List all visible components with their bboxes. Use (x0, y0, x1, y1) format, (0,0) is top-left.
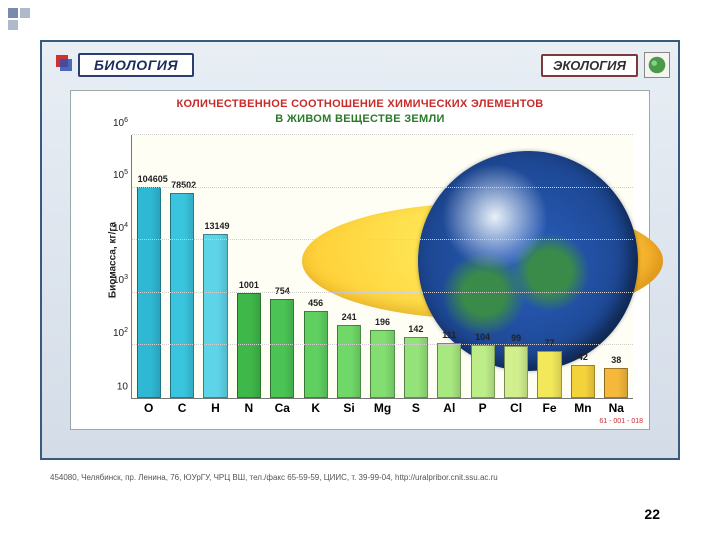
y-tick: 10 (117, 382, 132, 393)
bar-P: 104 (471, 345, 495, 398)
bar-Cl: 99 (504, 346, 528, 398)
y-tick: 102 (113, 327, 132, 339)
bar-value-label: 111 (438, 330, 460, 340)
slide-frame: БИОЛОГИЯ ЭКОЛОГИЯ КОЛИЧЕСТВЕННОЕ СООТНОШ… (40, 40, 680, 460)
bar-value-label: 77 (538, 338, 560, 348)
x-tick: Mg (374, 398, 391, 415)
page-number: 22 (644, 506, 660, 522)
footer-citation: 454080, Челябинск, пр. Ленина, 76, ЮУрГУ… (50, 473, 498, 482)
bar-value-label: 42 (572, 352, 594, 362)
bar-value-label: 456 (305, 298, 327, 308)
grid-line (132, 239, 633, 240)
bar-Fe: 77 (537, 351, 561, 398)
x-tick: Ca (275, 398, 290, 415)
red-corner-code: 61 - 001 - 018 (599, 418, 643, 425)
bar-value-label: 104 (472, 332, 494, 342)
chart-title-line1: КОЛИЧЕСТВЕННОЕ СООТНОШЕНИЕ ХИМИЧЕСКИХ ЭЛ… (71, 97, 649, 112)
bars-layer: 104605 78502 13149 1001 754 456 241 196 142 111 10… (132, 135, 633, 398)
grid-line (132, 292, 633, 293)
bar-Si: 241 (337, 325, 361, 398)
logo-icon (50, 51, 78, 79)
ecology-badge: ЭКОЛОГИЯ (541, 54, 638, 77)
y-tick: 105 (113, 169, 132, 181)
y-tick: 106 (113, 117, 132, 129)
eco-icon (644, 52, 670, 78)
bar-Na: 38 (604, 368, 628, 398)
bar-value-label: 196 (371, 317, 393, 327)
bar-value-label: 104605 (138, 174, 160, 184)
y-tick: 103 (113, 274, 132, 286)
bar-value-label: 38 (605, 355, 627, 365)
header-bar: БИОЛОГИЯ ЭКОЛОГИЯ (50, 50, 670, 80)
bar-S: 142 (404, 337, 428, 398)
bar-Al: 111 (437, 343, 461, 398)
chart-title-line2: В ЖИВОМ ВЕЩЕСТВЕ ЗЕМЛИ (71, 112, 649, 127)
grid-line (132, 344, 633, 345)
x-tick: Fe (542, 398, 556, 415)
grid-line (132, 134, 633, 135)
bar-C: 78502 (170, 193, 194, 398)
bar-value-label: 13149 (204, 221, 226, 231)
x-tick: Al (443, 398, 455, 415)
bar-value-label: 99 (505, 333, 527, 343)
bar-K: 456 (304, 311, 328, 398)
x-tick: Si (343, 398, 354, 415)
x-tick: P (479, 398, 487, 415)
bar-Ca: 754 (270, 299, 294, 398)
bar-Mg: 196 (370, 330, 394, 398)
x-tick: Na (609, 398, 624, 415)
x-tick: H (211, 398, 220, 415)
bar-H: 13149 (203, 234, 227, 398)
biology-badge: БИОЛОГИЯ (78, 53, 194, 77)
x-tick: K (311, 398, 320, 415)
x-tick: C (178, 398, 187, 415)
bar-value-label: 78502 (171, 180, 193, 190)
x-tick: O (144, 398, 153, 415)
grid-line (132, 187, 633, 188)
x-tick: Cl (510, 398, 522, 415)
bar-value-label: 241 (338, 312, 360, 322)
chart-title: КОЛИЧЕСТВЕННОЕ СООТНОШЕНИЕ ХИМИЧЕСКИХ ЭЛ… (71, 97, 649, 128)
bar-value-label: 142 (405, 324, 427, 334)
chart-container: КОЛИЧЕСТВЕННОЕ СООТНОШЕНИЕ ХИМИЧЕСКИХ ЭЛ… (70, 90, 650, 430)
x-tick: S (412, 398, 420, 415)
x-tick: Mn (574, 398, 591, 415)
bar-value-label: 1001 (238, 280, 260, 290)
y-tick: 104 (113, 222, 132, 234)
bar-Mn: 42 (571, 365, 595, 398)
corner-decoration (8, 8, 32, 32)
x-tick: N (245, 398, 254, 415)
plot-area: 104605 78502 13149 1001 754 456 241 196 142 111 10… (131, 135, 633, 399)
